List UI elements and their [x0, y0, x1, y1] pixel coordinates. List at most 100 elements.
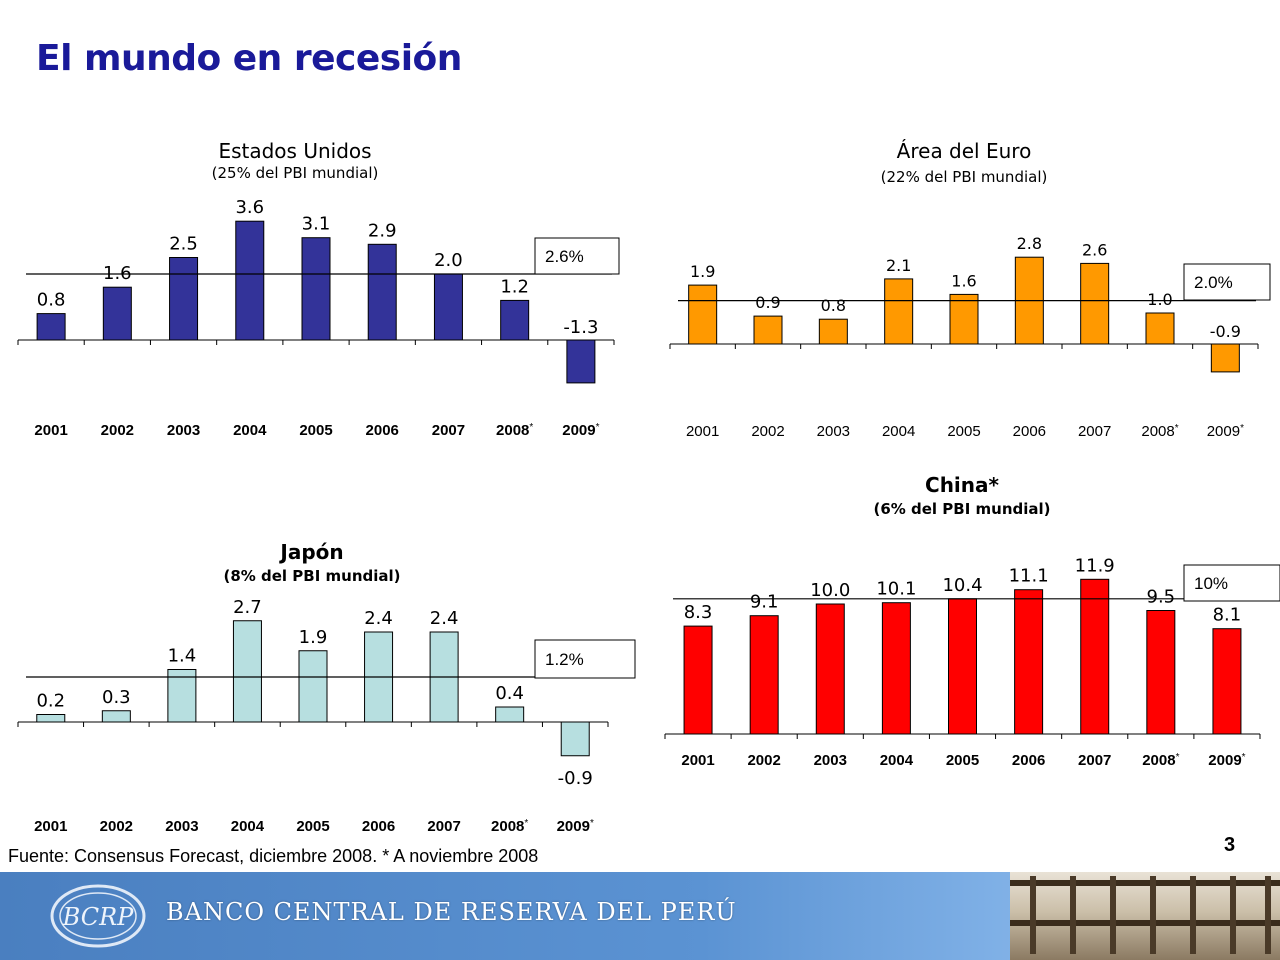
- chart-subtitle: (25% del PBI mundial): [212, 164, 379, 182]
- bar-2001: [36, 313, 66, 341]
- footer-banner: BCRP BANCO CENTRAL DE RESERVA DEL PERÚ: [0, 872, 1280, 960]
- tick-label: 2007: [1078, 423, 1111, 440]
- tick-label: 2008*: [1141, 423, 1178, 440]
- tick-label: 2007: [427, 818, 460, 835]
- bar-2004: [884, 278, 914, 345]
- bar-2009: [1210, 343, 1240, 373]
- bar-2009: [560, 721, 590, 757]
- bar-2007: [433, 273, 463, 341]
- tick-label: 2002: [101, 422, 134, 439]
- bar-2002: [102, 286, 132, 341]
- bank-name: BANCO CENTRAL DE RESERVA DEL PERÚ: [166, 898, 737, 926]
- bar-2003: [815, 603, 845, 735]
- value-label: 8.3: [684, 602, 713, 623]
- bar-2009: [1212, 628, 1242, 735]
- bar-2009: [566, 339, 596, 384]
- tick-label: 2001: [34, 818, 67, 835]
- bar-2003: [167, 669, 197, 723]
- chart-subtitle: (22% del PBI mundial): [881, 168, 1048, 186]
- tick-label: 2002: [747, 752, 780, 769]
- tick-label: 2009*: [1208, 752, 1245, 769]
- average-box: [1183, 564, 1280, 602]
- value-label: 10.1: [876, 579, 916, 600]
- value-label: 1.6: [951, 271, 976, 290]
- tick-label: 2009*: [1207, 423, 1244, 440]
- average-box: [534, 237, 620, 275]
- bar-2005: [948, 598, 977, 735]
- tick-label: 2001: [686, 423, 719, 440]
- bar-2002: [753, 315, 783, 345]
- value-label: 9.1: [750, 592, 779, 613]
- average-label: 2.0%: [1194, 273, 1233, 292]
- value-label: -0.9: [558, 768, 593, 789]
- value-label: 1.9: [690, 262, 715, 281]
- tick-label: 2005: [296, 818, 329, 835]
- tick-label: 2007: [432, 422, 465, 439]
- tick-label: 2009*: [557, 818, 594, 835]
- logo-text: BCRP: [62, 903, 135, 931]
- value-label: 9.5: [1147, 587, 1176, 608]
- bar-2002: [749, 615, 779, 735]
- bar-2008: [1146, 610, 1176, 735]
- value-label: 1.4: [168, 646, 197, 667]
- tick-label: 2007: [1078, 752, 1111, 769]
- value-label: 2.5: [169, 234, 198, 255]
- bar-2003: [818, 318, 848, 345]
- value-label: 11.9: [1075, 555, 1115, 576]
- value-label: 2.4: [430, 608, 459, 629]
- value-label: 8.1: [1213, 605, 1242, 626]
- bar-2008: [1145, 312, 1175, 345]
- value-label: 0.2: [36, 691, 65, 712]
- tick-label: 2004: [880, 752, 914, 769]
- value-label: 2.4: [364, 608, 393, 629]
- bar-2005: [301, 237, 331, 341]
- average-label: 10%: [1194, 574, 1228, 593]
- value-label: 3.6: [235, 197, 264, 218]
- tick-label: 2001: [34, 422, 67, 439]
- bar-2006: [367, 243, 397, 341]
- tick-label: 2005: [947, 423, 980, 440]
- tick-label: 2003: [817, 423, 850, 440]
- bar-2006: [1014, 589, 1044, 735]
- tick-label: 2008*: [496, 422, 533, 439]
- tick-label: 2005: [299, 422, 332, 439]
- bar-2005: [949, 293, 979, 345]
- bar-2007: [1080, 578, 1110, 735]
- bar-2004: [881, 602, 911, 735]
- value-label: 11.1: [1009, 566, 1049, 587]
- value-label: 2.6: [1082, 240, 1107, 259]
- tick-label: 2004: [233, 422, 267, 439]
- value-label: 10.4: [942, 575, 982, 596]
- value-label: 1.0: [1147, 290, 1172, 309]
- value-label: 2.7: [233, 597, 262, 618]
- page-title: El mundo en recesión: [36, 38, 462, 79]
- value-label: 0.8: [37, 290, 66, 311]
- value-label: 0.4: [495, 683, 524, 704]
- tick-label: 2004: [882, 423, 915, 440]
- tick-label: 2004: [231, 818, 265, 835]
- value-label: 2.1: [886, 256, 911, 275]
- value-label: 10.0: [810, 580, 850, 601]
- tick-label: 2009*: [562, 422, 599, 439]
- average-box: [534, 639, 636, 679]
- average-label: 1.2%: [545, 650, 584, 669]
- tick-label: 2005: [946, 752, 979, 769]
- chart-title: Estados Unidos: [218, 139, 371, 163]
- tick-label: 2008*: [1142, 752, 1179, 769]
- value-label: 2.9: [368, 220, 397, 241]
- average-label: 2.6%: [545, 247, 584, 266]
- tick-label: 2006: [366, 422, 399, 439]
- page-number: 3: [1224, 834, 1236, 856]
- tick-label: 2003: [167, 422, 200, 439]
- tick-label: 2003: [814, 752, 847, 769]
- average-box: [1183, 263, 1271, 301]
- tick-label: 2006: [1013, 423, 1046, 440]
- tick-label: 2006: [362, 818, 395, 835]
- bar-2001: [688, 284, 718, 345]
- bar-2003: [169, 257, 199, 341]
- chart-subtitle: (6% del PBI mundial): [873, 500, 1050, 518]
- value-label: 0.9: [755, 293, 780, 312]
- chart-subtitle: (8% del PBI mundial): [223, 567, 400, 585]
- bar-2007: [1080, 262, 1110, 345]
